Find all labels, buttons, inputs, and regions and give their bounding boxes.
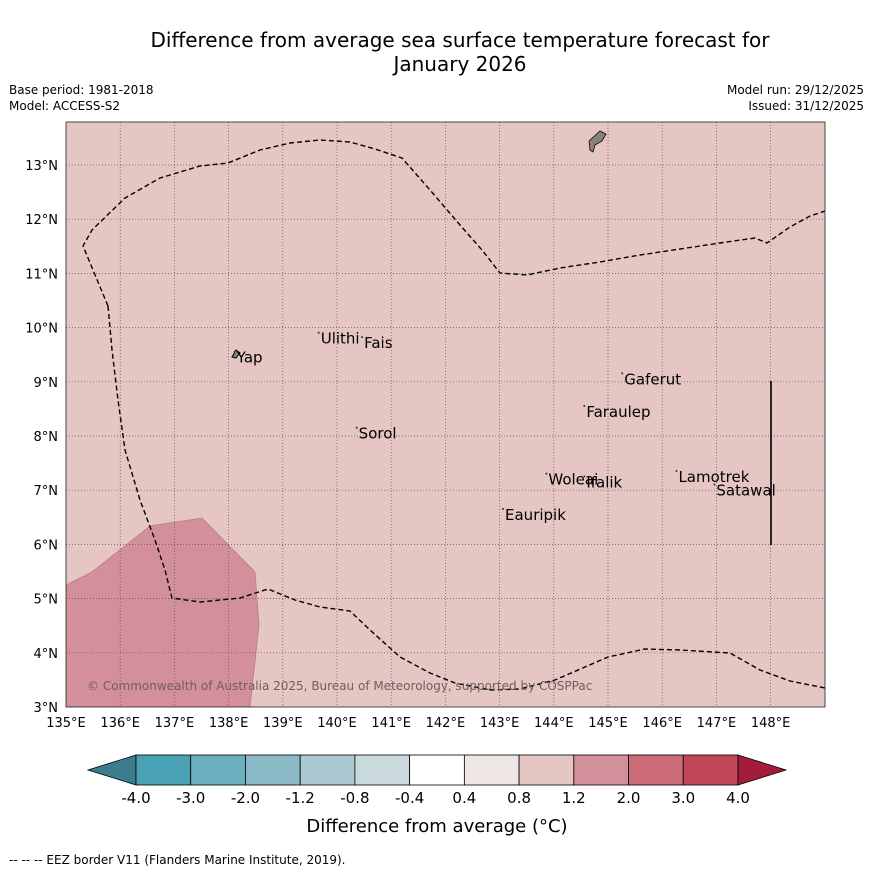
colorbar (86, 754, 788, 786)
colorbar-tick-label: 3.0 (671, 789, 695, 807)
lon-tick-label: 144°E (534, 716, 574, 731)
place-marker (233, 350, 236, 353)
lon-tick-label: 147°E (697, 716, 737, 731)
colorbar-tick-label: 0.8 (507, 789, 531, 807)
place-marker (583, 475, 586, 478)
lon-tick-label: 139°E (263, 716, 303, 731)
place-label: Woleai (548, 471, 598, 489)
place-label: Ulithi (321, 330, 360, 348)
colorbar-tick-label: -1.2 (286, 789, 315, 807)
colorbar-tick-label: 0.4 (452, 789, 476, 807)
lon-tick-label: 141°E (371, 716, 411, 731)
issued-date: Issued: 31/12/2025 (748, 99, 864, 113)
lat-tick-label: 8°N (34, 430, 59, 445)
lon-tick-label: 140°E (317, 716, 357, 731)
colorbar-tick-label: -0.4 (395, 789, 424, 807)
colorbar-tick-labels: -4.0 -3.0 -2.0 -1.2 -0.8 -0.4 0.4 0.8 1.2 2.0 3.0 4… (121, 789, 750, 807)
colorbar-tick-label: 2.0 (617, 789, 641, 807)
lat-tick-label: 9°N (34, 376, 59, 391)
colorbar-tick-label: -0.8 (340, 789, 369, 807)
eez-border-south (107, 305, 825, 691)
copyright-text: © Commonwealth of Australia 2025, Bureau… (87, 679, 592, 693)
colorbar-bin (299, 754, 356, 786)
lat-tick-label: 11°N (25, 267, 58, 282)
colorbar-bin (518, 754, 575, 786)
place-marker (713, 483, 716, 486)
colorbar-bin (245, 754, 301, 786)
place-marker (355, 426, 358, 429)
lon-tick-label: 143°E (480, 716, 520, 731)
footer-note: -- -- -- EEZ border V11 (Flanders Marine… (9, 853, 346, 867)
colorbar-bin (190, 754, 246, 786)
colorbar-label: Difference from average (°C) (306, 816, 567, 837)
colorbar-tick-label: -4.0 (121, 789, 150, 807)
colorbar-bin (354, 754, 411, 786)
title-line-2: January 2026 (393, 52, 527, 76)
colorbar-bin (682, 754, 739, 786)
colorbar-tick-label: 4.0 (726, 789, 750, 807)
place-labels: Yap Ulithi Fais Sorol Gaferut Faraulep Lamotre… (233, 330, 776, 524)
place-label: Ifalik (586, 473, 622, 491)
lon-tick-label: 138°E (209, 716, 249, 731)
lat-tick-label: 5°N (34, 593, 59, 608)
colorbar-bin (573, 754, 629, 786)
colorbar-tick-label: -3.0 (176, 789, 205, 807)
lon-tick-label: 135°E (46, 716, 86, 731)
colorbar-bin (463, 754, 520, 786)
place-marker (361, 336, 364, 339)
lon-tick-label: 137°E (155, 716, 195, 731)
lon-tick-label: 145°E (588, 716, 628, 731)
colorbar-bin (628, 754, 684, 786)
lon-tick-label: 136°E (100, 716, 140, 731)
place-marker (675, 469, 678, 472)
lat-tick-label: 4°N (34, 647, 59, 662)
meta-right: Model run: 29/12/2025 Issued: 31/12/2025 (727, 82, 864, 114)
guam-island (588, 130, 607, 153)
place-label: Lamotrek (678, 468, 749, 486)
lat-tick-label: 6°N (34, 538, 59, 553)
lat-tick-label: 12°N (25, 213, 58, 228)
map-frame (65, 121, 826, 708)
colorbar-tick-label: 1.2 (562, 789, 586, 807)
lat-tick-label: 10°N (25, 322, 58, 337)
place-label: Satawal (716, 481, 775, 499)
lat-tick-label: 13°N (25, 159, 58, 174)
colorbar-over-arrow (737, 754, 788, 786)
place-marker (317, 331, 320, 334)
lon-tick-label: 142°E (426, 716, 466, 731)
gridlines (66, 122, 825, 707)
colorbar-bin (135, 754, 192, 786)
lon-tick-label: 148°E (751, 716, 791, 731)
place-label: Sorol (359, 425, 397, 443)
colorbar-tick-label: -2.0 (231, 789, 260, 807)
colorbar-bin (409, 754, 465, 786)
map-area: © Commonwealth of Australia 2025, Bureau… (65, 121, 826, 708)
place-marker (545, 472, 548, 475)
latitude-tick-labels: 3°N 4°N 5°N 6°N 7°N 8°N 9°N 10°N 11°N 12°N 13°N (25, 159, 58, 716)
lat-tick-label: 3°N (34, 701, 59, 716)
longitude-tick-labels: 135°E 136°E 137°E 138°E 139°E 140°E 141°E 142°E… (46, 716, 790, 731)
model-name: Model: ACCESS-S2 (9, 99, 121, 113)
place-marker (583, 404, 586, 407)
base-period: Base period: 1981-2018 (9, 83, 154, 97)
eez-border-north (82, 139, 825, 307)
model-run: Model run: 29/12/2025 (726, 83, 864, 97)
place-label: Fais (364, 334, 393, 352)
place-marker (621, 372, 624, 375)
warm-anomaly-region (66, 517, 260, 707)
lon-tick-label: 146°E (642, 716, 682, 731)
place-label: Gaferut (624, 370, 681, 388)
place-label: Eauripik (505, 506, 566, 524)
place-label: Faraulep (586, 403, 650, 421)
place-label: Yap (236, 349, 263, 367)
title-line-1: Difference from average sea surface temp… (150, 28, 770, 52)
colorbar-under-arrow (86, 754, 137, 786)
lat-tick-label: 7°N (34, 484, 59, 499)
meta-left: Base period: 1981-2018 Model: ACCESS-S2 (9, 82, 154, 114)
chart-title: Difference from average sea surface temp… (60, 28, 860, 76)
place-marker (502, 507, 505, 510)
